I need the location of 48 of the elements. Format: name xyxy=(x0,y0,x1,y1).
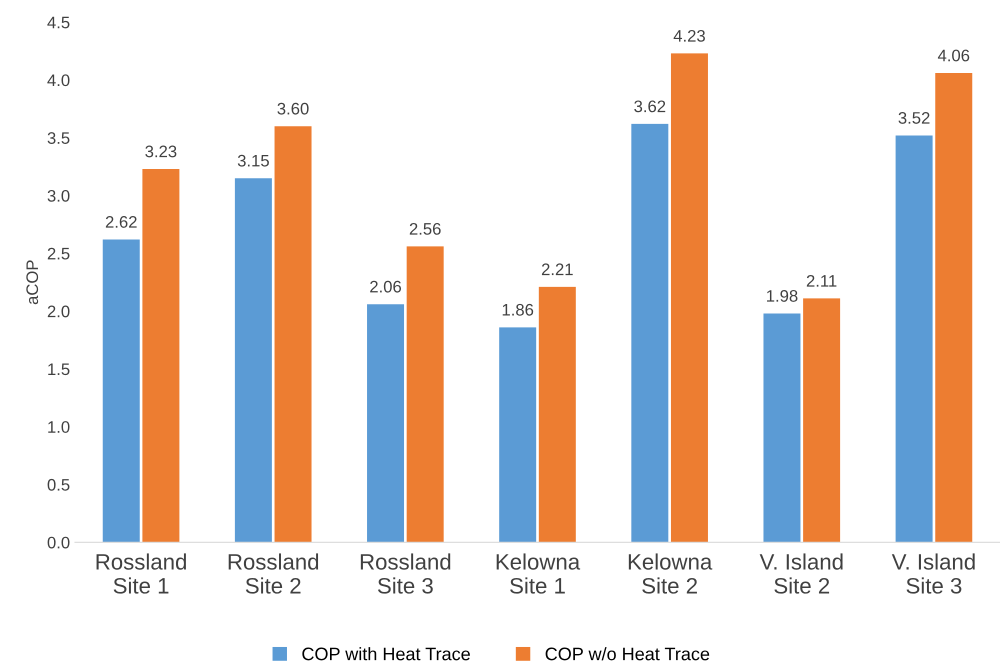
text: 1.86 xyxy=(502,304,534,316)
y-tick-label: 4.0 xyxy=(47,74,70,86)
bar xyxy=(102,239,140,542)
x-tick-label: Rossland Site 2 xyxy=(228,553,318,594)
bar xyxy=(142,168,180,542)
text: 3.60 xyxy=(277,102,309,115)
text: 2.06 xyxy=(370,280,402,293)
text: 2.21 xyxy=(542,263,573,276)
legend-label: COP w/o Heat Trace xyxy=(546,647,710,660)
bar xyxy=(631,124,668,542)
bar xyxy=(406,246,444,542)
text: 1.98 xyxy=(767,290,798,302)
y-tick-label: 3.5 xyxy=(48,132,70,144)
bar xyxy=(803,298,840,542)
text: 4.23 xyxy=(674,30,705,42)
x-tick-label: Kelowna Site 2 xyxy=(628,553,712,594)
bar xyxy=(763,313,800,542)
bar xyxy=(935,73,972,542)
x-tick-label: V. Island Site 3 xyxy=(892,553,975,594)
x-tick-label: V. Island Site 2 xyxy=(760,553,843,594)
y-tick-label: 1.5 xyxy=(48,364,70,376)
y-tick-label: 2.0 xyxy=(48,306,70,318)
text: 3.62 xyxy=(634,100,666,112)
x-tick-label: Kelowna Site 1 xyxy=(496,553,580,594)
bar xyxy=(538,286,576,542)
y-tick-label: 4.5 xyxy=(47,16,70,28)
y-axis-title: aCOP xyxy=(26,260,38,304)
bar xyxy=(896,135,933,542)
y-tick-label: 1.0 xyxy=(48,421,70,433)
bar xyxy=(670,53,708,542)
x-tick-label: Rossland Site 1 xyxy=(96,553,186,594)
y-tick-label: 0.5 xyxy=(48,478,70,491)
text: 3.15 xyxy=(238,154,269,167)
text: 2.11 xyxy=(806,274,836,287)
y-tick-label: 0.0 xyxy=(48,536,70,549)
text: 3.23 xyxy=(145,146,176,158)
text: 3.52 xyxy=(898,112,930,124)
text: 2.62 xyxy=(106,216,137,228)
y-tick-label: 3.0 xyxy=(48,190,70,202)
text: 2.56 xyxy=(410,222,441,235)
x-tick-label: Rossland Site 3 xyxy=(360,553,450,594)
bar xyxy=(274,126,312,542)
bar xyxy=(367,304,404,542)
legend-label: COP with Heat Trace xyxy=(302,647,470,660)
y-tick-label: 2.5 xyxy=(48,248,70,260)
text: 4.06 xyxy=(938,50,970,62)
bar xyxy=(499,327,536,542)
bar xyxy=(234,178,272,542)
